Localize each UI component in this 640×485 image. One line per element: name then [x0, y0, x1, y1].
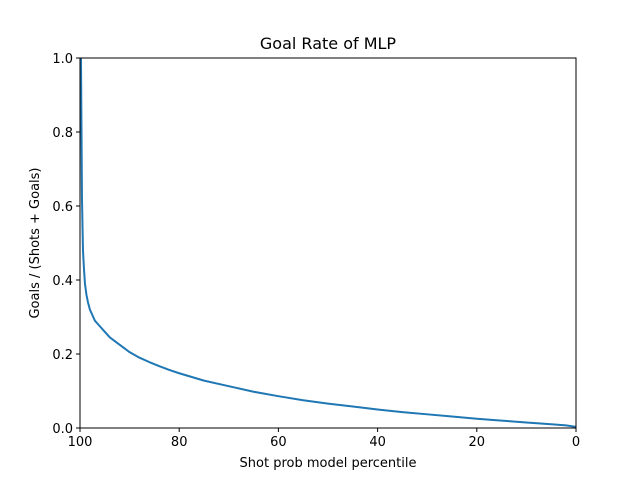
axes-frame [79, 57, 577, 429]
y-tick-label: 0.0 [52, 422, 73, 437]
x-tick-label: 20 [469, 435, 486, 450]
y-tick-label: 0.2 [52, 348, 73, 363]
x-tick-label: 40 [369, 435, 386, 450]
y-tick-label: 1.0 [52, 52, 73, 67]
y-axis-label: Goals / (Shots + Goals) [28, 167, 43, 318]
series-line-0 [80, 58, 576, 428]
y-tick-label: 0.8 [52, 126, 73, 141]
series-lines [80, 58, 576, 428]
x-tick-label: 0 [572, 435, 580, 450]
y-tick-label: 0.4 [52, 274, 73, 289]
x-axis-label: Shot prob model percentile [240, 456, 417, 471]
chart-title: Goal Rate of MLP [260, 34, 397, 53]
axis-ticks: 100 80 60 40 20 0 0.0 0.2 0.4 0.6 0.8 1.0 [52, 52, 580, 450]
x-tick-label: 100 [68, 435, 93, 450]
x-tick-label: 80 [171, 435, 188, 450]
y-tick-label: 0.6 [52, 200, 73, 215]
x-tick-label: 60 [270, 435, 287, 450]
